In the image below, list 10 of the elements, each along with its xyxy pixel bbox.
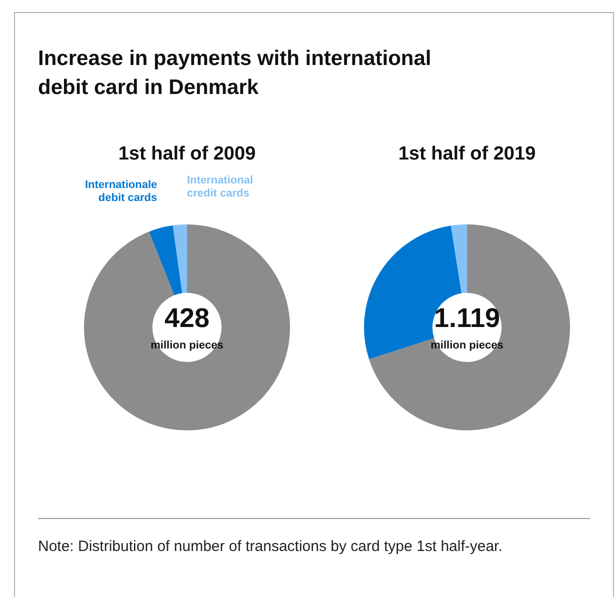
text: 1.119 (434, 302, 500, 333)
chart-title: 1st half of 2019 (398, 144, 536, 165)
text: 428 (164, 302, 210, 333)
slice-label: Internationale debit cards (84, 178, 158, 204)
text: Increase in payments with international debit card in Denmark (38, 46, 432, 101)
chart-title: 1st half of 2009 (118, 144, 256, 165)
text: million pieces (430, 339, 504, 352)
text: million pieces (150, 339, 224, 352)
slice-label: International credit cards (187, 174, 254, 200)
text: Note: Distribution of number of transactions by card type 1st half-year. (38, 537, 504, 557)
